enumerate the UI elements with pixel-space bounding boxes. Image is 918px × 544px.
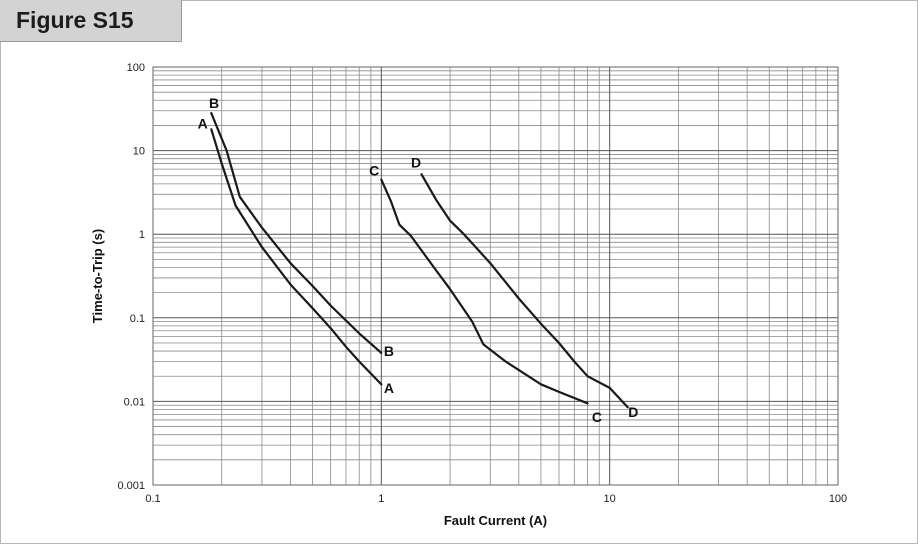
series-line-d [420,173,629,409]
plot-border [152,66,839,486]
curve-label-b: B [209,95,219,111]
series-line-c [380,178,589,405]
curve-label-c: C [369,162,379,178]
y-tick-labels: 0.001 0.01 0.1 1 10 100 [117,62,145,492]
y-tick-label: 0.001 [117,480,145,492]
x-tick-label: 0.1 [145,493,160,505]
curve-label-a: A [198,116,208,132]
figure-label-tab: Figure S15 [0,0,182,42]
series-line-b [210,112,383,354]
x-tick-label: 100 [829,493,847,505]
curve-label-c: C [592,409,602,425]
curve-label-b: B [384,343,394,359]
y-tick-label: 100 [127,62,145,74]
y-axis-title: Time-to-Trip (s) [90,229,105,323]
y-tick-label: 0.01 [124,396,145,408]
x-axis-title: Fault Current (A) [444,513,547,528]
curve-label-a: A [384,380,394,396]
y-tick-label: 10 [133,146,145,158]
x-tick-label: 10 [604,493,616,505]
major-grid [152,67,838,486]
curve-label-d: D [411,155,421,171]
curve-label-d: D [628,404,638,420]
series-lines [210,112,629,409]
y-tick-label: 1 [139,229,145,241]
series-line-a [210,128,383,386]
x-tick-labels: 0.1 1 10 100 [145,493,847,505]
minor-grid [153,67,838,485]
y-tick-label: 0.1 [130,313,145,325]
x-tick-label: 1 [378,493,384,505]
figure-label: Figure S15 [16,7,134,33]
